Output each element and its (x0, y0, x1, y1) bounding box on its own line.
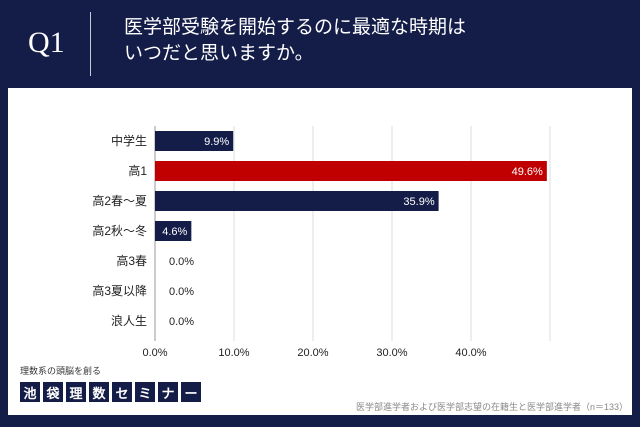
bar (155, 131, 234, 151)
sample-note: 医学部進学者および医学部志望の在籍生と医学部進学者（n＝133） (355, 402, 628, 412)
x-tick-label: 20.0% (297, 347, 328, 359)
logo-char: 袋 (43, 382, 63, 402)
x-tick-label: 40.0% (455, 347, 486, 359)
logo: 池袋理数セミナー (20, 382, 201, 402)
question-title: 医学部受験を開始するのに最適な時期は いつだと思いますか。 (124, 14, 466, 66)
question-number: Q1 (28, 26, 65, 59)
category-label: 高2秋〜冬 (92, 223, 147, 238)
category-label: 高2春〜夏 (92, 193, 147, 208)
divider (90, 12, 91, 76)
category-label: 浪人生 (111, 313, 147, 328)
bar (155, 161, 547, 181)
data-label: 0.0% (169, 286, 194, 298)
title-line-1: 医学部受験を開始するのに最適な時期は (124, 16, 467, 38)
logo-char: 数 (89, 382, 109, 402)
category-label: 高1 (128, 163, 147, 178)
category-label: 中学生 (111, 133, 147, 148)
bar (155, 191, 439, 211)
logo-char: ナ (158, 382, 178, 402)
logo-char: 理 (66, 382, 86, 402)
chart-panel (8, 88, 632, 415)
x-tick-label: 0.0% (142, 347, 167, 359)
data-label: 35.9% (403, 196, 434, 208)
data-label: 0.0% (169, 316, 194, 328)
x-tick-label: 10.0% (218, 347, 249, 359)
logo-char: ミ (135, 382, 155, 402)
data-label: 0.0% (169, 256, 194, 268)
logo-char: セ (112, 382, 132, 402)
x-tick-label: 30.0% (376, 347, 407, 359)
title-line-2: いつだと思いますか。 (124, 42, 314, 64)
data-label: 49.6% (512, 166, 543, 178)
bar (155, 221, 192, 241)
data-label: 9.9% (204, 136, 229, 148)
category-label: 高3夏以降 (92, 283, 147, 298)
logo-tagline: 理数系の頭脳を創る (20, 367, 102, 377)
category-label: 高3春 (116, 253, 147, 268)
logo-char: ー (181, 382, 201, 402)
logo-char: 池 (20, 382, 40, 402)
data-label: 4.6% (162, 226, 187, 238)
